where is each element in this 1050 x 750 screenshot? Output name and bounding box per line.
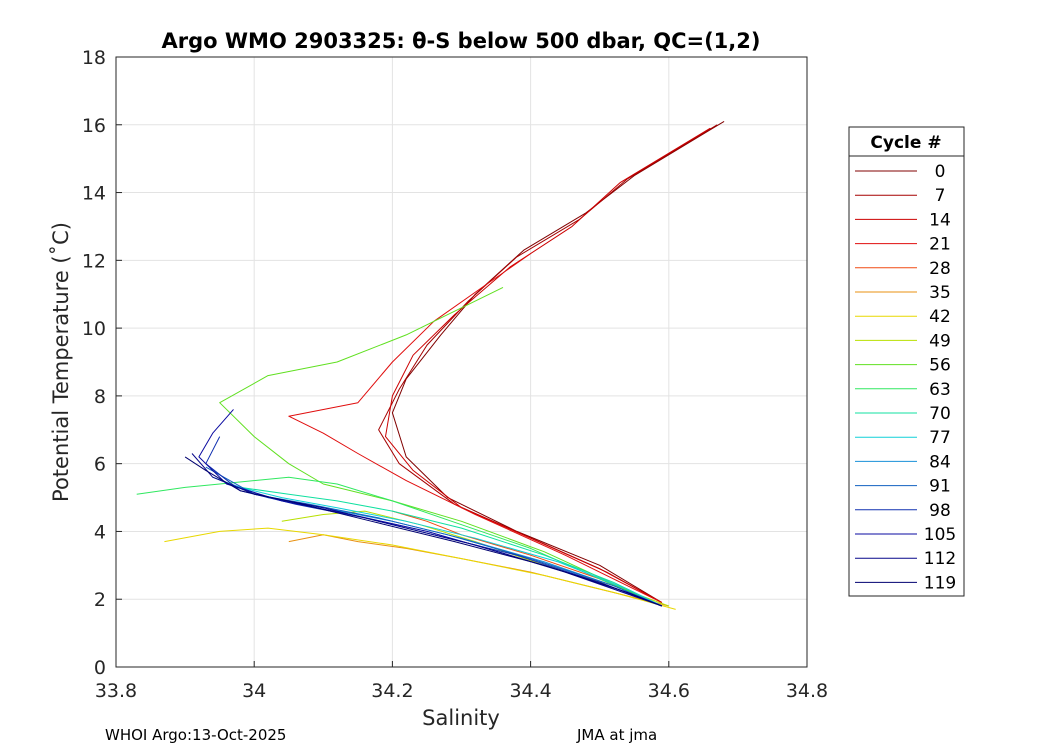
x-tick-label: 33.8 xyxy=(95,680,137,702)
y-tick-label: 6 xyxy=(94,454,106,476)
y-tick-label: 2 xyxy=(94,589,106,611)
series-line-cycle-77 xyxy=(226,483,663,607)
legend-label-cycle-14: 14 xyxy=(929,210,951,230)
plot-background xyxy=(116,57,807,667)
legend-label-cycle-28: 28 xyxy=(929,259,951,279)
footer-credit: JMA at jma xyxy=(577,726,658,744)
series-layer xyxy=(136,120,725,610)
y-tick-label: 14 xyxy=(82,183,106,205)
legend-label-cycle-56: 56 xyxy=(929,356,951,376)
x-tick-label: 34.8 xyxy=(786,680,828,702)
legend-label-cycle-84: 84 xyxy=(929,452,951,472)
legend-label-cycle-119: 119 xyxy=(924,573,956,593)
series-line-cycle-42 xyxy=(164,527,676,610)
legend-label-cycle-7: 7 xyxy=(935,186,946,206)
x-tick-label: 34.4 xyxy=(509,680,551,702)
series-line-cycle-21 xyxy=(288,253,663,604)
y-tick-label: 8 xyxy=(94,386,106,408)
legend-label-cycle-70: 70 xyxy=(929,404,951,424)
y-tick-label: 16 xyxy=(82,115,106,137)
y-tick-label: 18 xyxy=(82,47,106,69)
x-axis-label: Salinity xyxy=(422,706,500,730)
legend-box xyxy=(848,126,965,597)
legend-label-cycle-21: 21 xyxy=(929,235,951,255)
legend-label-cycle-63: 63 xyxy=(929,380,951,400)
legend-label-cycle-49: 49 xyxy=(929,331,951,351)
legend-label-cycle-98: 98 xyxy=(929,501,951,521)
chart-title: Argo WMO 2903325: θ-S below 500 dbar, QC… xyxy=(162,29,761,53)
legend-label-cycle-112: 112 xyxy=(924,549,956,569)
series-line-cycle-119 xyxy=(184,456,663,607)
y-tick-label: 10 xyxy=(82,318,106,340)
x-tick-label: 34 xyxy=(242,680,266,702)
series-line-cycle-70 xyxy=(240,486,663,607)
legend-label-cycle-35: 35 xyxy=(929,283,951,303)
legend-title: Cycle # xyxy=(870,133,941,153)
legend-label-cycle-0: 0 xyxy=(935,162,946,182)
legend-label-cycle-91: 91 xyxy=(929,477,951,497)
plot-frame xyxy=(115,56,808,668)
y-axis-label: Potential Temperature (˚C) xyxy=(49,222,73,502)
y-tick-label: 0 xyxy=(94,657,106,679)
y-tick-label: 12 xyxy=(82,250,106,272)
x-tick-label: 34.6 xyxy=(648,680,690,702)
legend: Cycle # 0 7 14 21 28 35 42 49 56 63 70 77 84 91 98 105 1… xyxy=(848,126,965,597)
axis-ticks: 33.8 34 34.2 34.4 34.6 34.8 0 2 4 6 8 10 12 14 16 18 xyxy=(82,47,828,702)
y-tick-label: 4 xyxy=(94,521,106,543)
legend-label-cycle-77: 77 xyxy=(929,428,951,448)
series-line-cycle-14 xyxy=(385,127,711,604)
series-line-cycle-56 xyxy=(219,286,663,607)
legend-label-cycle-42: 42 xyxy=(929,307,951,327)
legend-items: 0 7 14 21 28 35 42 49 56 63 70 77 84 91 98 105 112 119 xyxy=(855,162,956,593)
footer-source: WHOI Argo:13-Oct-2025 xyxy=(105,726,287,744)
legend-label-cycle-105: 105 xyxy=(924,525,956,545)
x-tick-label: 34.2 xyxy=(371,680,413,702)
